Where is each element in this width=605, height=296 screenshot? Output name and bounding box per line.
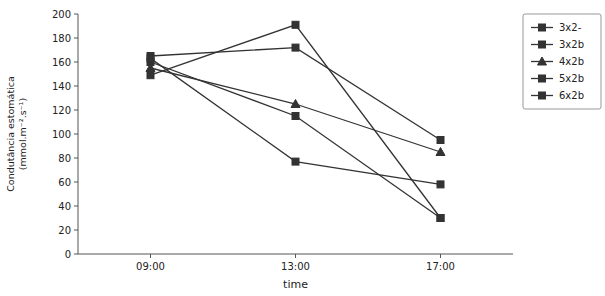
legend-label: 3x2- [559,22,582,33]
series-line [151,68,441,152]
legend: 3x2- 3x2b 4x2b 5x2b 6x2b [523,14,601,109]
data-point [146,64,155,72]
data-point [291,100,300,108]
x-tick [150,254,151,258]
y-tick-label: 200 [52,9,71,20]
x-tick-label: 13:00 [281,261,310,272]
legend-label: 6x2b [559,90,584,101]
y-tick [74,182,78,183]
data-point [436,148,445,156]
legend-marker [539,24,546,31]
y-tick [74,86,78,87]
y-tick-label: 80 [58,153,71,164]
legend-marker [539,75,546,82]
data-point [292,44,299,51]
y-tick [74,134,78,135]
y-axis-label: Condutância estomática [5,76,16,192]
data-point [147,72,154,79]
series-line [151,48,441,140]
series-line [151,62,441,218]
y-tick [74,254,78,255]
data-point [437,215,444,222]
y-tick [74,14,78,15]
data-point [292,158,299,165]
x-axis-label: time [283,278,308,291]
data-point [292,21,299,28]
legend-label: 4x2b [559,56,584,67]
y-tick-label: 140 [52,81,71,92]
x-tick-label: 09:00 [136,261,165,272]
y-tick [74,230,78,231]
y-tick-label: 120 [52,105,71,116]
x-tick-label: 17:00 [426,261,455,272]
data-point [437,181,444,188]
y-tick-label: 40 [58,201,71,212]
legend-box [523,14,601,109]
series-line [151,58,441,184]
y-tick [74,158,78,159]
data-point [437,215,444,222]
data-point [437,137,444,144]
y-tick-label: 160 [52,57,71,68]
y-tick [74,110,78,111]
y-tick [74,206,78,207]
x-tick [440,254,441,258]
y-tick [74,38,78,39]
legend-marker [538,57,547,65]
y-tick-label: 0 [65,249,71,260]
legend-label: 3x2b [559,39,584,50]
y-tick-label: 60 [58,177,71,188]
chart: 0 20 40 60 80 100 120 140 160 180 200 09:00 13:00 17:… [0,0,605,296]
data-point [147,55,154,62]
x-tick [295,254,296,258]
legend-marker [539,92,546,99]
plot-area [146,21,445,221]
y-tick-label: 100 [52,129,71,140]
y-axis-label: (mmol.m⁻².s⁻¹) [17,98,28,170]
y-tick-label: 20 [58,225,71,236]
y-tick [74,62,78,63]
data-point [292,113,299,120]
legend-marker [539,41,546,48]
series-line [151,25,441,218]
y-tick-label: 180 [52,33,71,44]
legend-label: 5x2b [559,73,584,84]
